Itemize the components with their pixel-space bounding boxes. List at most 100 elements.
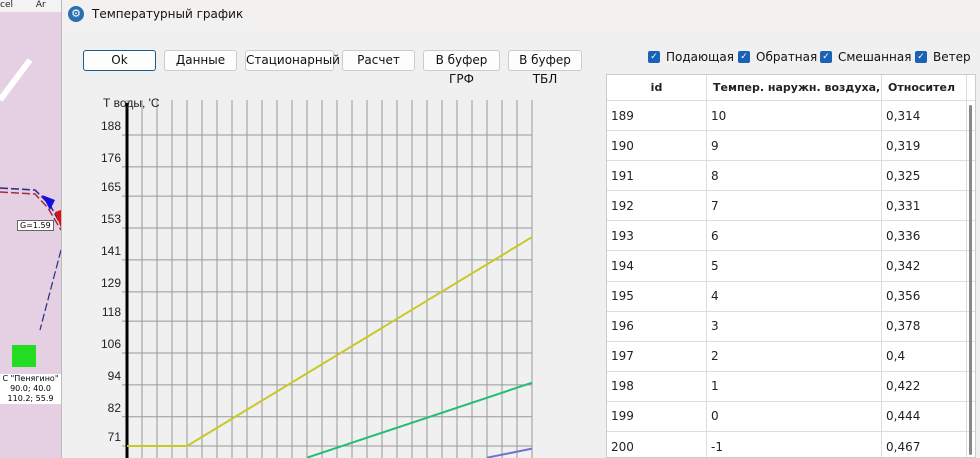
pipe-flow-label: G=1.59 xyxy=(17,220,54,231)
table-cell: 0 xyxy=(707,401,882,432)
calculate-button[interactable]: Расчет xyxy=(342,50,415,71)
station-values-1: 90.0; 40.0 xyxy=(10,384,51,393)
table-cell: 5 xyxy=(707,251,882,281)
y-tick-label: 141 xyxy=(101,244,121,258)
table-scrollbar[interactable] xyxy=(969,105,972,455)
table-cell: 7 xyxy=(707,191,882,221)
menu-item[interactable]: cel xyxy=(0,0,13,10)
series-line-0 xyxy=(127,236,533,447)
table-cell: 0,314 xyxy=(882,101,967,131)
map-menubar: cel Ar xyxy=(0,0,61,12)
table-cell: 194 xyxy=(607,251,707,281)
table-cell: 197 xyxy=(607,341,707,371)
y-tick-label: 106 xyxy=(101,337,121,351)
y-tick-label: 165 xyxy=(101,180,121,194)
y-tick-label: 188 xyxy=(101,119,121,133)
direction-arrow-icon xyxy=(42,195,55,210)
table-cell: 1 xyxy=(707,371,882,401)
table-cell: 4 xyxy=(707,281,882,311)
table-row[interactable]: 197 2 0,4 xyxy=(607,341,975,372)
table-row[interactable]: 200 -1 0,467 xyxy=(607,432,975,457)
table-row[interactable]: 195 4 0,356 xyxy=(607,281,975,312)
table-row[interactable]: 190 9 0,319 xyxy=(607,131,975,162)
station-name: С "Пенягино" xyxy=(2,374,59,383)
copy-graph-button[interactable]: В буфер ГРФ xyxy=(423,50,500,86)
title-bar[interactable]: ⚙ Температурный график xyxy=(62,0,980,28)
checkmark-icon: ✓ xyxy=(738,51,750,63)
y-tick-label: 129 xyxy=(101,276,121,290)
temperature-chart-dialog: ⚙ Температурный график Ok Данные Стацион… xyxy=(61,0,980,458)
table-cell: 8 xyxy=(707,161,882,191)
menu-item[interactable]: Ar xyxy=(35,0,46,10)
checkbox-mixed[interactable]: ✓ Смешанная xyxy=(820,50,911,64)
checkmark-icon: ✓ xyxy=(648,51,660,63)
checkbox-label: Подающая xyxy=(666,50,734,64)
table-row[interactable]: 194 5 0,342 xyxy=(607,251,975,282)
column-header-outdoor-temp[interactable]: Темпер. наружн. воздуха, °C xyxy=(707,75,882,100)
table-cell: 195 xyxy=(607,281,707,311)
table-cell: 0,342 xyxy=(882,251,967,281)
table-row[interactable]: 198 1 0,422 xyxy=(607,371,975,402)
y-tick-label: 118 xyxy=(102,305,121,319)
table-cell: -1 xyxy=(707,432,882,457)
table-cell: 193 xyxy=(607,221,707,251)
map-pipes xyxy=(0,58,61,367)
y-tick-label: 176 xyxy=(101,151,121,165)
table-cell: 0,331 xyxy=(882,191,967,221)
table-row[interactable]: 189 10 0,314 xyxy=(607,101,975,132)
table-cell: 0,467 xyxy=(882,432,967,457)
copy-table-button[interactable]: В буфер ТБЛ xyxy=(508,50,582,86)
data-button[interactable]: Данные xyxy=(164,50,237,71)
ok-button[interactable]: Ok xyxy=(83,50,156,71)
table-row[interactable]: 192 7 0,331 xyxy=(607,191,975,222)
series-line-2 xyxy=(486,447,533,458)
checkbox-label: Смешанная xyxy=(838,50,912,64)
gear-icon: ⚙ xyxy=(68,6,84,22)
checkbox-return[interactable]: ✓ Обратная xyxy=(738,50,817,64)
table-cell: 191 xyxy=(607,161,707,191)
table-cell: 2 xyxy=(707,341,882,371)
table-cell: 0,4 xyxy=(882,341,967,371)
table-cell: 0,378 xyxy=(882,311,967,341)
table-cell: 199 xyxy=(607,401,707,432)
table-cell: 0,444 xyxy=(882,401,967,432)
table-row[interactable]: 199 0 0,444 xyxy=(607,401,975,433)
table-cell: 200 xyxy=(607,432,707,457)
series-line-1 xyxy=(306,381,533,458)
table-cell: 0,422 xyxy=(882,371,967,401)
table-header: id Темпер. наружн. воздуха, °C Относител xyxy=(607,75,975,101)
table-cell: 10 xyxy=(707,101,882,131)
checkbox-label: Ветер xyxy=(933,50,971,64)
checkbox-label: Обратная xyxy=(756,50,818,64)
table-row[interactable]: 196 3 0,378 xyxy=(607,311,975,342)
table-cell: 196 xyxy=(607,311,707,341)
y-tick-label: 94 xyxy=(108,369,122,383)
plot-area xyxy=(127,100,532,458)
table-cell: 3 xyxy=(707,311,882,341)
table-cell: 189 xyxy=(607,101,707,131)
data-table: id Темпер. наружн. воздуха, °C Относител… xyxy=(606,74,976,458)
network-map-background[interactable]: cel Ar G=1.59 С "Пенягино" 90.0; 40.0 11… xyxy=(0,0,61,458)
column-header-id[interactable]: id xyxy=(607,75,707,100)
checkmark-icon: ✓ xyxy=(820,51,832,63)
column-header-relative[interactable]: Относител xyxy=(882,75,967,100)
table-cell: 0,356 xyxy=(882,281,967,311)
table-row[interactable]: 193 6 0,336 xyxy=(607,221,975,252)
y-tick-label: 82 xyxy=(108,401,122,415)
table-cell: 9 xyxy=(707,131,882,161)
y-axis-label: Т воды, 'С xyxy=(103,96,160,110)
table-row[interactable]: 191 8 0,325 xyxy=(607,161,975,192)
y-tick-label: 153 xyxy=(101,212,121,226)
checkbox-wind[interactable]: ✓ Ветер xyxy=(915,50,971,64)
station-values-2: 110.2; 55.9 xyxy=(7,394,54,403)
table-cell: 198 xyxy=(607,371,707,401)
table-cell: 0,319 xyxy=(882,131,967,161)
table-cell: 6 xyxy=(707,221,882,251)
table-cell: 190 xyxy=(607,131,707,161)
table-cell: 192 xyxy=(607,191,707,221)
stationary-button[interactable]: Стационарный xyxy=(245,50,340,71)
y-tick-label: 71 xyxy=(108,430,122,444)
checkbox-supply[interactable]: ✓ Подающая xyxy=(648,50,734,64)
table-cell: 0,325 xyxy=(882,161,967,191)
table-cell: 0,336 xyxy=(882,221,967,251)
